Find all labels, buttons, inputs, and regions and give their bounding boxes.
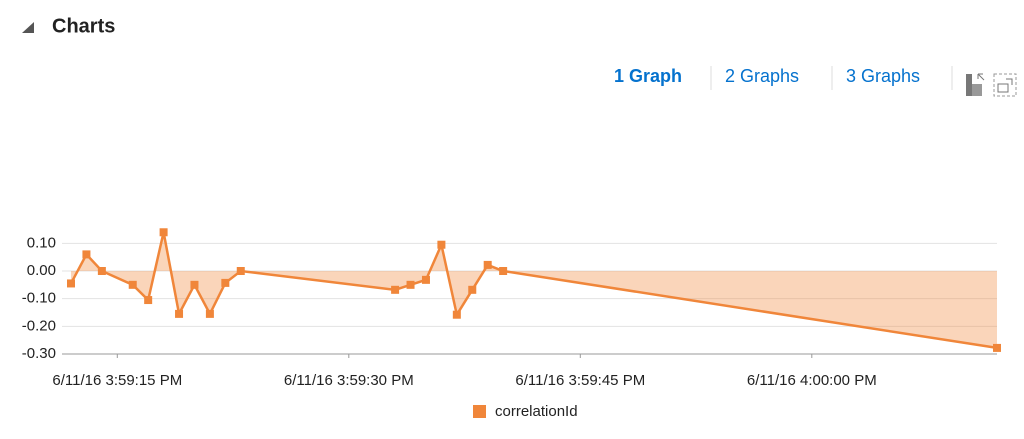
marker (468, 285, 477, 294)
marker (993, 343, 1001, 352)
tab[interactable]: 3 Graphs (846, 66, 920, 86)
x-tick-label: 6/11/16 3:59:45 PM (515, 372, 645, 389)
y-tick-label: -0.10 (22, 290, 56, 307)
marker (499, 267, 508, 275)
marker (144, 296, 153, 305)
marker (82, 250, 91, 259)
maximize-icon[interactable] (993, 73, 1017, 97)
y-tick-label: -0.20 (22, 317, 56, 334)
marker (236, 267, 245, 275)
layout-icon[interactable] (966, 73, 985, 96)
marker (452, 310, 461, 319)
chart: 0.10 0.00 -0.10 -0.20 -0.30 6/11/16 3:59:15 P… (22, 228, 1001, 420)
marker (205, 309, 214, 318)
marker (406, 280, 415, 289)
legend-label: correlationId (495, 403, 578, 420)
y-tick-label: -0.30 (22, 345, 56, 362)
marker (175, 309, 184, 318)
marker (483, 260, 492, 269)
y-tick-label: 0.10 (27, 234, 56, 251)
y-tick-label: 0.00 (27, 262, 56, 279)
area (71, 232, 997, 348)
marker (97, 267, 106, 275)
tab[interactable]: 1 Graph (614, 66, 682, 86)
x-tick-label: 6/11/16 3:59:30 PM (284, 372, 414, 389)
marker (159, 228, 168, 237)
marker (391, 285, 400, 294)
marker (67, 279, 75, 288)
collapse-icon[interactable] (22, 22, 34, 33)
marker (128, 280, 137, 289)
marker (190, 280, 199, 289)
tab[interactable]: 2 Graphs (725, 66, 799, 86)
marker (437, 240, 446, 249)
marker (421, 275, 430, 284)
section-title: Charts (52, 15, 115, 37)
x-tick-label: 6/11/16 4:00:00 PM (747, 372, 877, 389)
legend-swatch (473, 405, 486, 418)
marker (221, 278, 230, 287)
x-tick-label: 6/11/16 3:59:15 PM (52, 372, 182, 389)
